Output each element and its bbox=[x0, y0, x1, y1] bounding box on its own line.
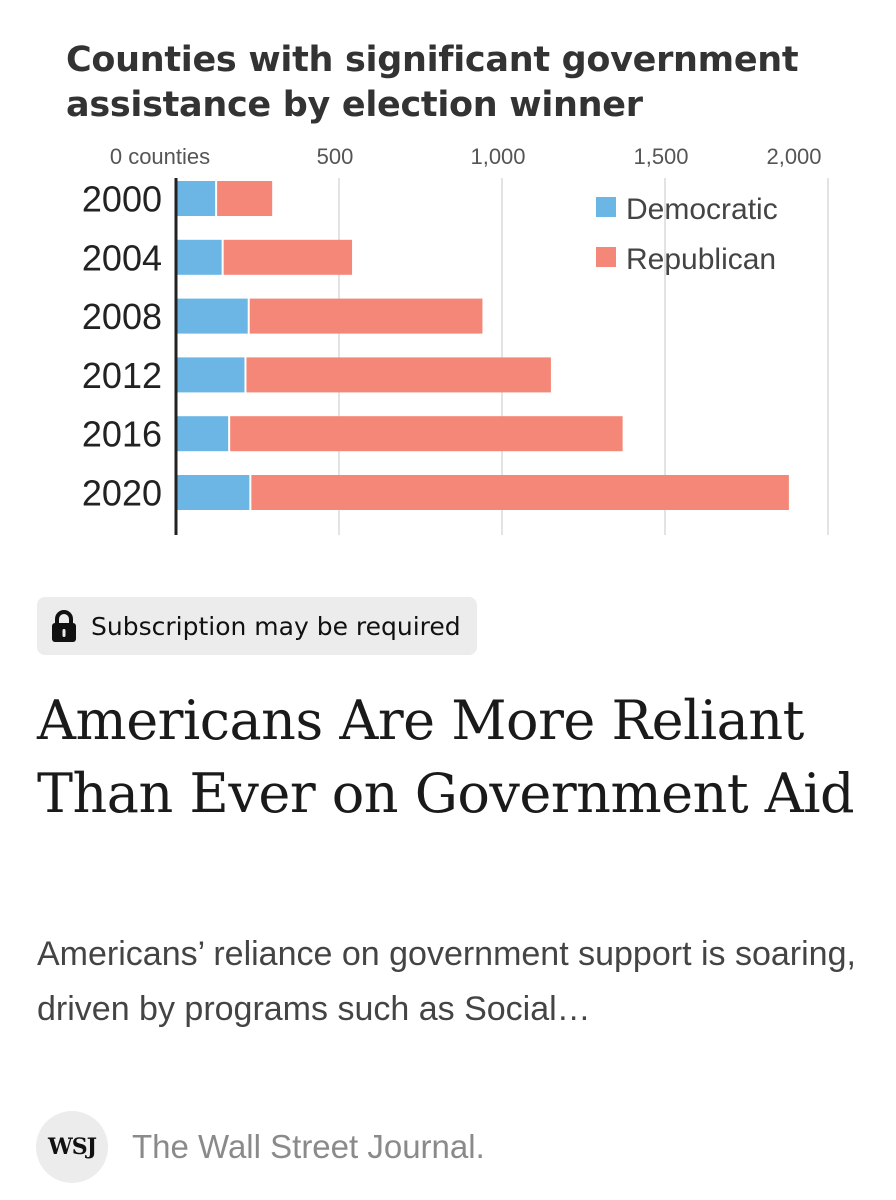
bar-chart: 0 counties 500 1,000 1,500 2,000 20002004200… bbox=[82, 144, 829, 535]
x-tick-label: 500 bbox=[317, 144, 354, 169]
subscription-badge-text: Subscription may be required bbox=[91, 611, 461, 641]
bar-republican-2000 bbox=[217, 181, 273, 216]
y-category-label: 2008 bbox=[82, 296, 162, 337]
bar-democratic-2000 bbox=[177, 181, 216, 216]
chart-legend: Democratic Republican bbox=[596, 193, 778, 276]
bar-democratic-2004 bbox=[177, 239, 222, 275]
source-name[interactable]: The Wall Street Journal. bbox=[132, 1128, 485, 1165]
y-category-label: 2004 bbox=[82, 237, 162, 278]
x-tick-label: 1,500 bbox=[633, 144, 688, 169]
article-headline[interactable]: Americans Are More Reliant Than Ever on … bbox=[37, 689, 855, 825]
x-tick-label: 2,000 bbox=[766, 144, 821, 169]
legend-swatch-democratic bbox=[596, 197, 616, 217]
bar-democratic-2020 bbox=[177, 475, 250, 510]
y-category-label: 2000 bbox=[82, 179, 162, 220]
bar-democratic-2012 bbox=[177, 357, 245, 393]
bar-republican-2020 bbox=[251, 475, 789, 510]
bar-republican-2016 bbox=[230, 416, 623, 452]
y-category-label: 2012 bbox=[82, 355, 162, 396]
bar-republican-2004 bbox=[223, 239, 353, 275]
x-tick-label: 0 counties bbox=[110, 144, 210, 169]
legend-swatch-republican bbox=[596, 247, 616, 267]
bar-democratic-2016 bbox=[177, 416, 229, 452]
bar-republican-2008 bbox=[249, 298, 483, 334]
x-tick-label: 1,000 bbox=[470, 144, 525, 169]
lock-icon bbox=[52, 610, 76, 642]
chart-y-axis-labels: 2000 2004 2008 2012 2016 2020 bbox=[82, 179, 162, 514]
legend-label-republican: Republican bbox=[626, 243, 776, 276]
y-category-label: 2020 bbox=[82, 473, 162, 514]
wsj-logo: WSJ bbox=[36, 1111, 108, 1183]
bar-republican-2012 bbox=[246, 357, 551, 393]
article-description: Americans’ reliance on government suppor… bbox=[37, 935, 856, 1028]
legend-label-democratic: Democratic bbox=[626, 193, 778, 226]
chart-x-axis-ticks: 0 counties 500 1,000 1,500 2,000 bbox=[110, 144, 822, 169]
chart-title: Counties with significant government ass… bbox=[66, 40, 799, 125]
bar-democratic-2008 bbox=[177, 298, 248, 334]
subscription-badge: Subscription may be required bbox=[37, 597, 477, 655]
y-category-label: 2016 bbox=[82, 414, 162, 455]
chart-bars bbox=[177, 181, 789, 510]
